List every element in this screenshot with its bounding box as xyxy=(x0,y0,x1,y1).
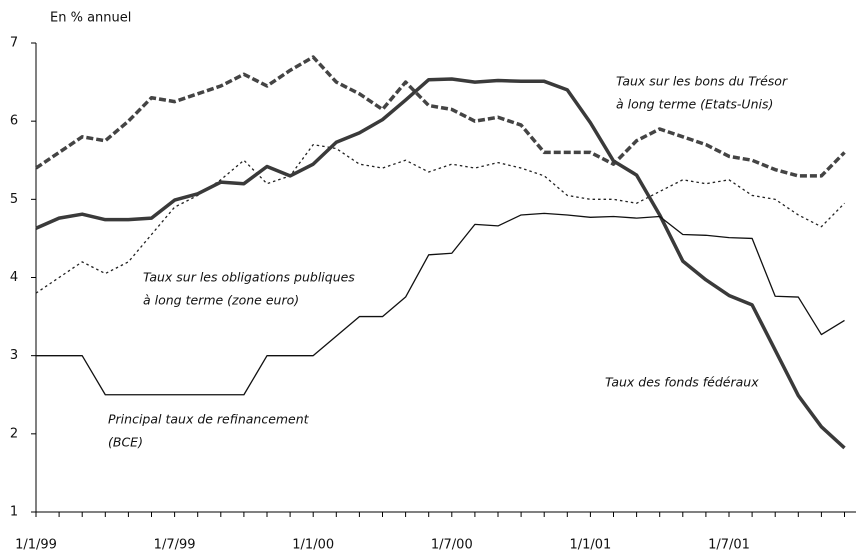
y-tick-label: 3 xyxy=(10,348,18,363)
y-axis-label: En % annuel xyxy=(50,11,131,26)
x-tick-label: 1/7/00 xyxy=(431,538,473,552)
series-label: Taux sur les bons du Trésor xyxy=(616,74,788,89)
series-label: Taux sur les obligations publiques xyxy=(143,270,355,285)
x-tick-label: 1/1/01 xyxy=(569,538,611,552)
x-tick-label: 1/1/00 xyxy=(292,538,334,552)
series-label: (BCE) xyxy=(108,435,143,450)
series-label: Taux des fonds fédéraux xyxy=(605,375,759,390)
series-line xyxy=(36,212,845,396)
x-tick-label: 1/1/99 xyxy=(15,538,57,552)
y-tick-label: 1 xyxy=(10,505,18,520)
y-tick-label: 4 xyxy=(10,270,18,285)
series-label: à long terme (zone euro) xyxy=(143,293,299,308)
y-tick-label: 5 xyxy=(10,192,18,207)
y-tick-label: 6 xyxy=(10,114,18,129)
y-tick-label: 2 xyxy=(10,426,18,441)
series-label: à long terme (Etats-Unis) xyxy=(616,97,773,112)
series-line xyxy=(35,77,846,450)
series-label: Principal taux de refinancement xyxy=(108,412,310,427)
series-line xyxy=(35,55,846,178)
x-tick-label: 1/7/01 xyxy=(708,538,750,552)
x-tick-label: 1/7/99 xyxy=(154,538,196,552)
series-line xyxy=(35,143,845,294)
y-tick-label: 7 xyxy=(10,36,18,51)
